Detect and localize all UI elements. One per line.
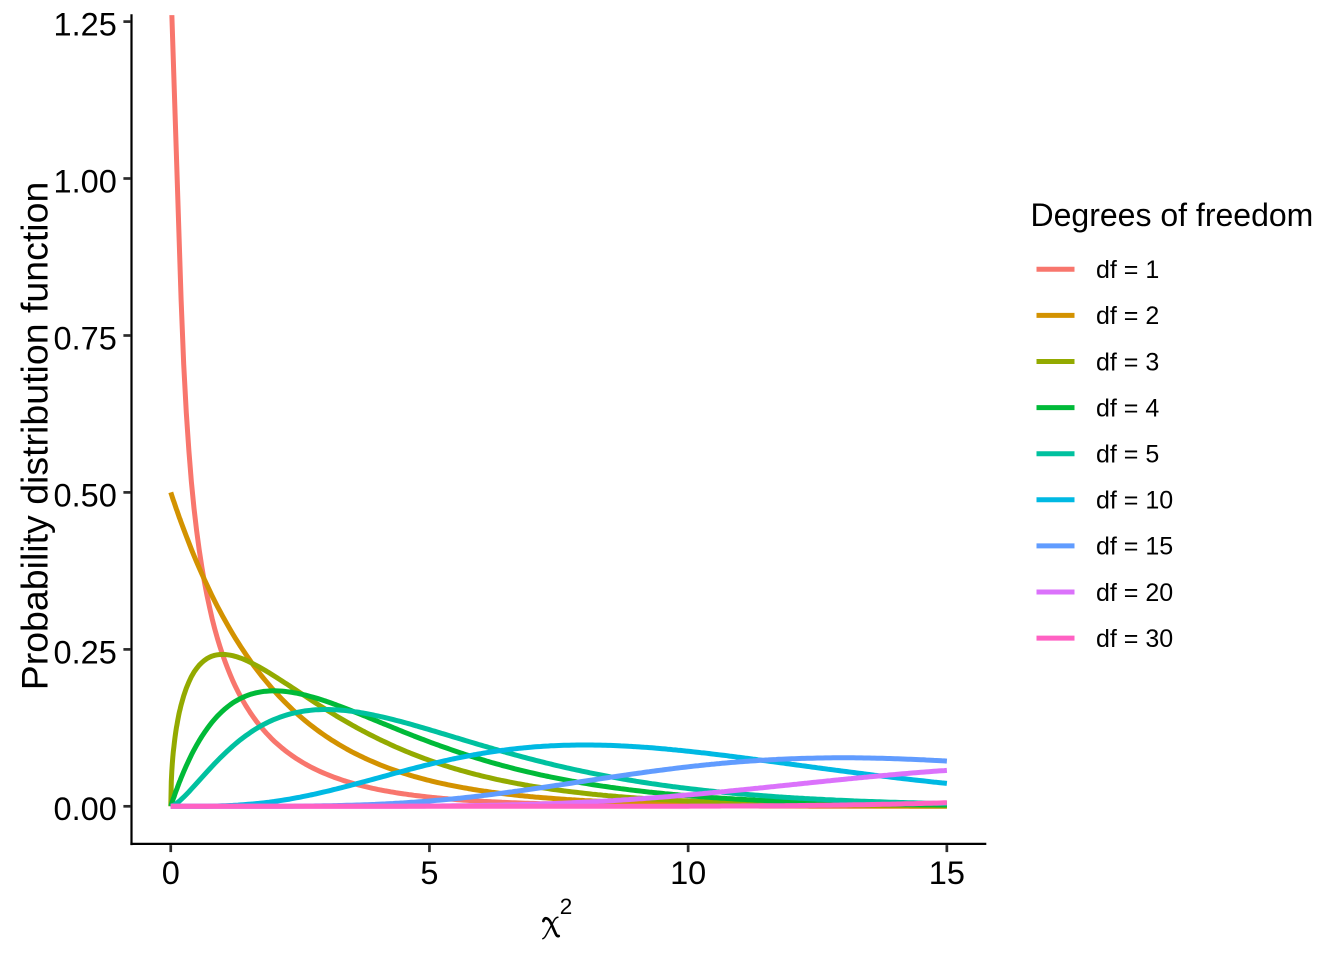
svg-text:5: 5 [420, 855, 438, 891]
svg-text:Degrees of freedom: Degrees of freedom [1031, 197, 1314, 233]
svg-text:2: 2 [560, 894, 573, 919]
svg-text:0.25: 0.25 [54, 634, 117, 670]
svg-text:0: 0 [162, 855, 180, 891]
svg-text:df = 2: df = 2 [1096, 302, 1159, 330]
svg-text:df = 15: df = 15 [1096, 533, 1173, 561]
svg-text:1.00: 1.00 [54, 163, 117, 199]
svg-text:0.75: 0.75 [54, 320, 117, 356]
svg-text:df = 30: df = 30 [1096, 625, 1173, 653]
svg-text:df = 4: df = 4 [1096, 394, 1159, 422]
svg-text:Probability distribution funct: Probability distribution function [14, 182, 56, 691]
svg-text:df = 1: df = 1 [1096, 256, 1159, 284]
svg-text:df = 20: df = 20 [1096, 579, 1173, 607]
svg-text:1.25: 1.25 [54, 7, 117, 43]
svg-text:df = 5: df = 5 [1096, 441, 1159, 469]
svg-text:df = 10: df = 10 [1096, 487, 1173, 515]
svg-text:15: 15 [929, 855, 965, 891]
svg-text:10: 10 [670, 855, 706, 891]
svg-text:df = 3: df = 3 [1096, 348, 1159, 376]
svg-text:0.50: 0.50 [54, 477, 117, 513]
svg-text:0.00: 0.00 [54, 791, 117, 827]
